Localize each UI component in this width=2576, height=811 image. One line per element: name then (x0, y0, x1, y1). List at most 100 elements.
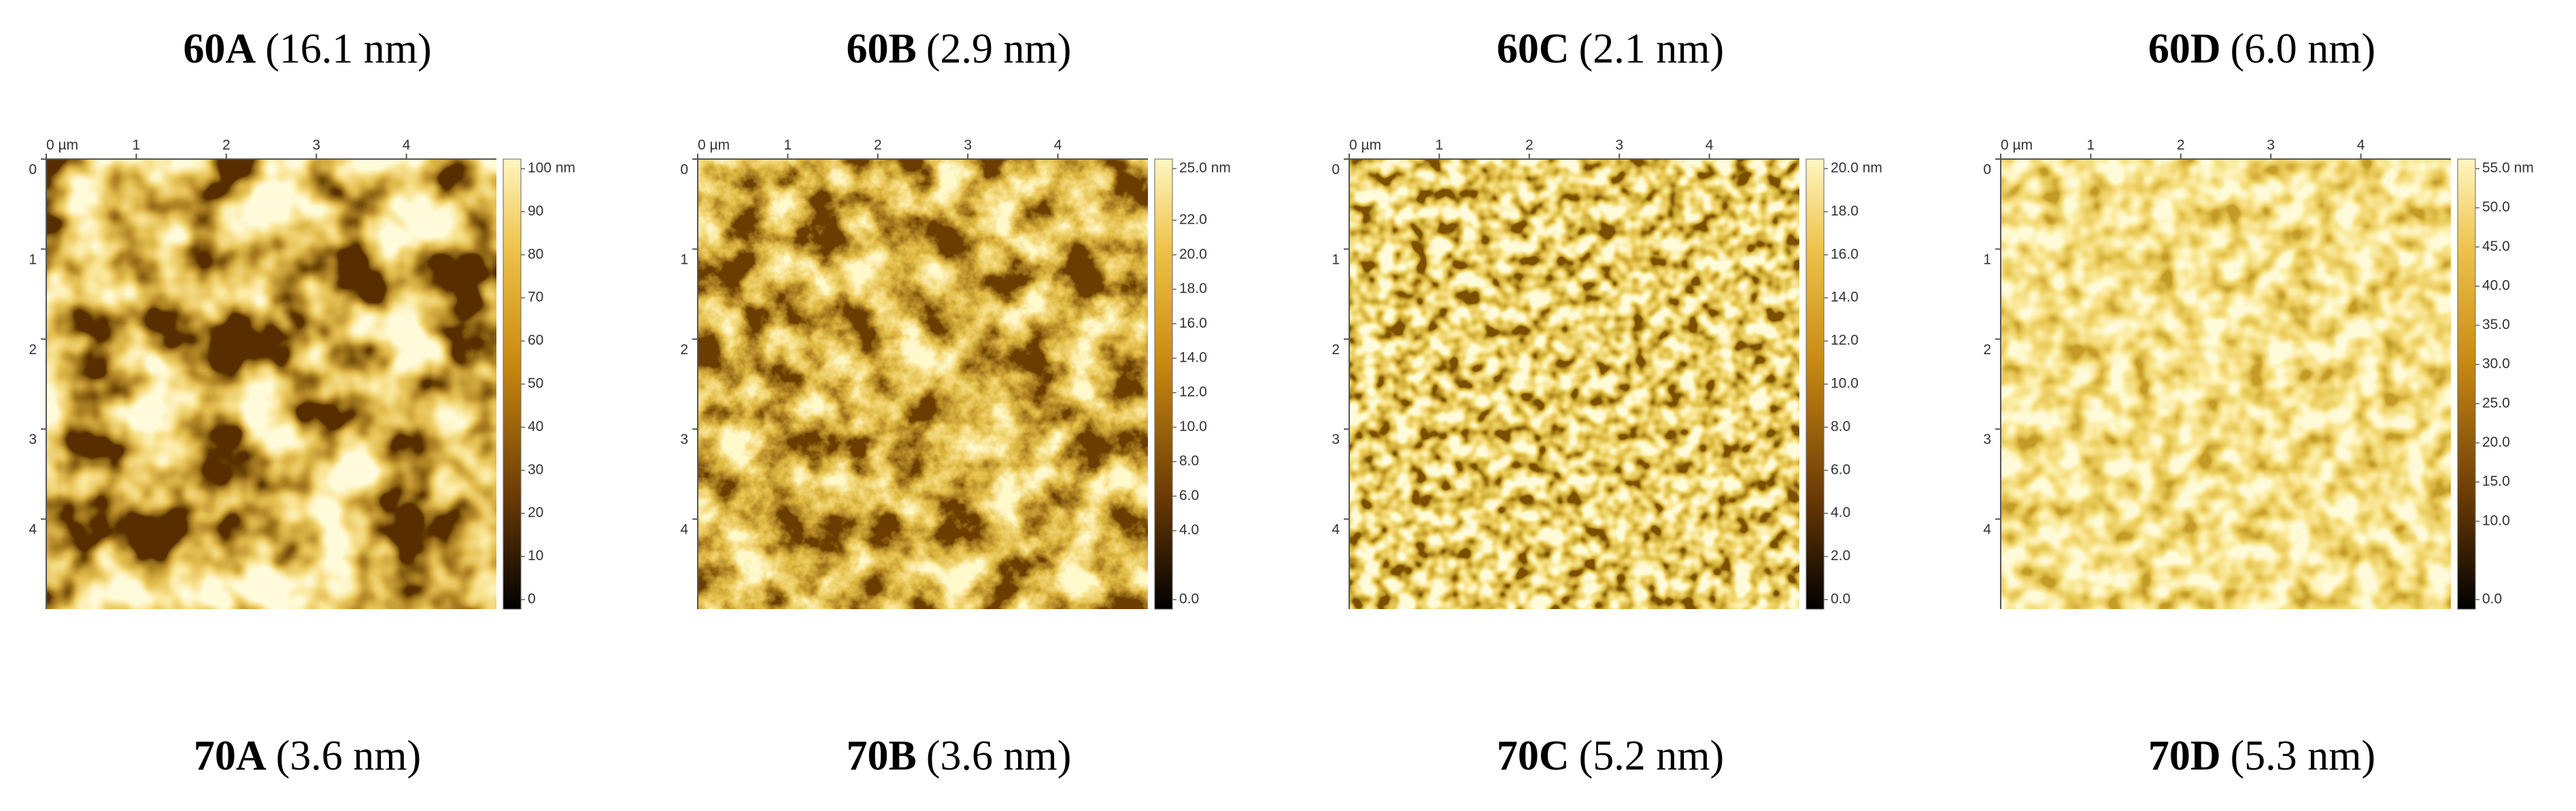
colorbar-label: 80 (528, 246, 543, 262)
x-tick-label: 3 (1615, 137, 1623, 153)
y-tick-label: 3 (29, 432, 37, 447)
colorbar-label: 12.0 (1179, 384, 1207, 400)
colorbar-label: 20.0 nm (1831, 160, 1882, 176)
x-tick-label: 4 (1054, 137, 1062, 153)
y-tick-label: 1 (680, 252, 688, 267)
y-tick-label: 0 (1983, 162, 1991, 177)
colorbar-label: 8.0 (1831, 419, 1850, 434)
panel-title: 70C (5.2 nm) (1497, 733, 1724, 779)
panel-title: 60D (6.0 nm) (2148, 26, 2375, 72)
y-tick-label: 4 (29, 522, 37, 538)
x-tick-label: 0 µm (2001, 137, 2033, 153)
sample-id: 70B (847, 733, 917, 779)
colorbar-label: 20 (528, 505, 543, 521)
afm-image (2001, 159, 2451, 609)
colorbar-label: 6.0 (1179, 487, 1199, 503)
panel-title: 60B (2.9 nm) (847, 26, 1072, 72)
colorbar-label: 18.0 (1179, 281, 1207, 296)
panel-title: 60A (16.1 nm) (183, 26, 431, 72)
colorbar-label: 2.0 (1831, 548, 1850, 564)
colorbar-label: 30 (528, 462, 543, 477)
roughness: (6.0 nm) (2231, 26, 2376, 72)
colorbar-label: 0.0 (2482, 591, 2502, 607)
y-tick-label: 1 (1332, 252, 1340, 267)
x-tick-label: 1 (133, 137, 141, 153)
x-tick-label: 2 (874, 137, 882, 153)
roughness: (5.3 nm) (2231, 733, 2376, 779)
colorbar-label: 0.0 (1179, 591, 1199, 607)
colorbar-label: 30.0 (2482, 356, 2510, 372)
x-tick-label: 1 (1436, 137, 1444, 153)
x-tick-label: 2 (2177, 137, 2185, 153)
sample-id: 60D (2148, 26, 2221, 72)
x-tick-label: 1 (784, 137, 792, 153)
colorbar-label: 6.0 (1831, 462, 1850, 477)
colorbar-label: 22.0 (1179, 212, 1207, 228)
y-tick-label: 2 (1332, 342, 1340, 358)
x-tick-label: 2 (222, 137, 231, 153)
y-tick-label: 0 (29, 162, 37, 177)
sample-id: 60A (183, 26, 256, 72)
colorbar-label: 16.0 (1831, 246, 1859, 262)
panel-title: 60C (2.1 nm) (1497, 26, 1724, 72)
colorbar-label: 18.0 (1831, 203, 1859, 219)
colorbar-label: 4.0 (1179, 522, 1199, 538)
colorbar-label: 40 (528, 419, 543, 434)
sample-id: 70C (1497, 733, 1570, 779)
roughness: (3.6 nm) (926, 733, 1072, 779)
sample-id: 60B (847, 26, 917, 72)
colorbar-label: 15.0 (2482, 474, 2510, 489)
colorbar-label: 10.0 (1831, 376, 1859, 392)
colorbar-label: 0.0 (1831, 591, 1850, 607)
afm-image (1349, 159, 1799, 609)
colorbar-label: 35.0 (2482, 317, 2510, 332)
colorbar-label: 45.0 (2482, 239, 2510, 254)
y-tick-label: 1 (29, 252, 37, 267)
y-tick-label: 4 (1332, 522, 1340, 538)
y-tick-label: 3 (1983, 432, 1991, 447)
colorbar-label: 14.0 (1179, 350, 1207, 366)
colorbar-label: 50 (528, 376, 543, 392)
y-tick-label: 4 (1983, 522, 1991, 538)
colorbar (2457, 158, 2476, 610)
y-tick-label: 0 (680, 162, 688, 177)
colorbar-label: 70 (528, 290, 543, 305)
y-tick-label: 0 (1332, 162, 1340, 177)
x-tick-label: 2 (1525, 137, 1533, 153)
colorbar (503, 158, 522, 610)
roughness: (5.2 nm) (1579, 733, 1725, 779)
colorbar-label: 10.0 (2482, 513, 2510, 528)
x-tick-label: 1 (2087, 137, 2095, 153)
panel-title: 70B (3.6 nm) (847, 733, 1072, 779)
roughness: (2.1 nm) (1579, 26, 1725, 72)
panel-title: 70A (3.6 nm) (194, 733, 421, 779)
roughness: (2.9 nm) (926, 26, 1072, 72)
colorbar (1154, 158, 1173, 610)
afm-image (46, 159, 496, 609)
colorbar-label: 20.0 (2482, 434, 2510, 450)
colorbar-label: 55.0 nm (2482, 160, 2534, 176)
colorbar-label: 90 (528, 203, 543, 219)
afm-panel: 0 µm 1 2 3 4 0 1 2 3 4 20.0 nm 18.0 16.0 14.0 12.0 10.0… (1332, 137, 1882, 610)
colorbar-label: 14.0 (1831, 290, 1859, 305)
panel-title: 70D (5.3 nm) (2148, 733, 2375, 779)
colorbar-label: 4.0 (1831, 505, 1850, 521)
x-tick-label: 4 (403, 137, 411, 153)
y-tick-label: 2 (680, 342, 688, 358)
y-tick-label: 2 (1983, 342, 1991, 358)
colorbar-label: 25.0 nm (1179, 160, 1231, 176)
y-tick-label: 4 (680, 522, 688, 538)
sample-id: 70D (2148, 733, 2221, 779)
afm-panel: 0 µm 1 2 3 4 0 1 2 3 4 55.0 nm 50.0 45.0 40.0 35.0 30.0… (1983, 137, 2534, 610)
x-tick-label: 3 (312, 137, 320, 153)
x-tick-label: 3 (964, 137, 972, 153)
colorbar-label: 10.0 (1179, 419, 1207, 434)
colorbar-label: 20.0 (1179, 246, 1207, 262)
colorbar-label: 50.0 (2482, 199, 2510, 215)
colorbar-label: 12.0 (1831, 332, 1859, 348)
sample-id: 70A (194, 733, 267, 779)
y-tick-label: 3 (680, 432, 688, 447)
roughness: (3.6 nm) (276, 733, 422, 779)
x-tick-label: 0 µm (1349, 137, 1381, 153)
